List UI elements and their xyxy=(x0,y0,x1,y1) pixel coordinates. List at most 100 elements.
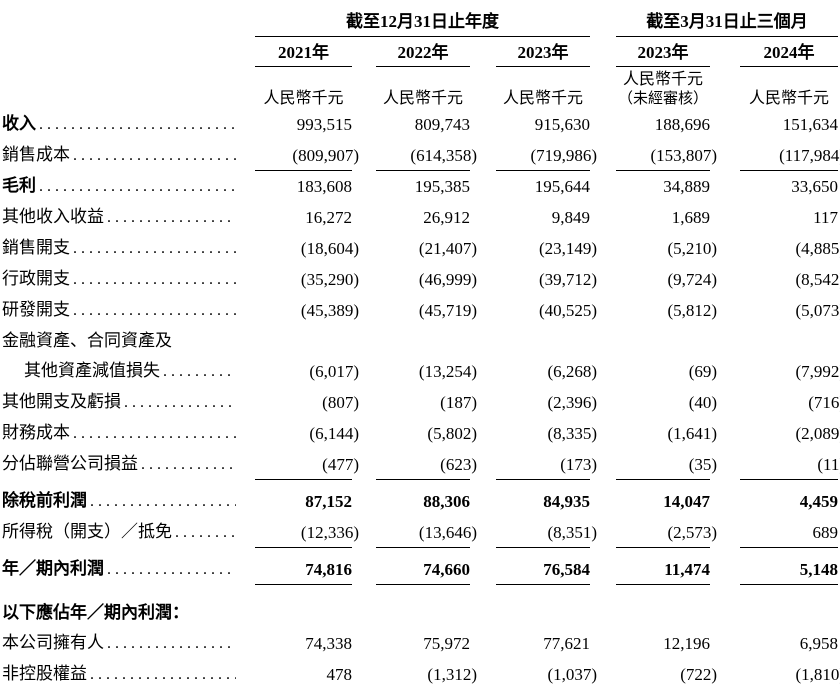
year-header: 2023年 xyxy=(616,37,711,67)
dot-leader xyxy=(73,300,236,321)
cell-value: (40,525) xyxy=(538,301,598,320)
cell-value: (23,149) xyxy=(538,239,598,258)
value-cell: 75,972 xyxy=(352,628,470,659)
cell-value: (40) xyxy=(688,393,718,412)
cell-value: (8,335) xyxy=(547,424,598,443)
currency-unit-label: 人民幣千元 xyxy=(503,90,584,107)
row-label-cell: 年／期內利潤 xyxy=(2,548,238,585)
table-row: 非控股權益 478 (1,312) (1,037) (722) (1,810) xyxy=(2,659,840,690)
value-cell: 84,935 xyxy=(470,480,590,517)
cell-value: (477) xyxy=(322,455,359,474)
row-label-cell: 財務成本 xyxy=(2,418,238,449)
row-label: 所得稅（開支）／抵免 xyxy=(2,522,172,541)
table-row: 所得稅（開支）／抵免 (12,336) (13,646) (8,351) (2,573)… xyxy=(2,517,839,548)
table-row: 年／期內利潤 74,816 74,660 76,584 11,474 5,148 xyxy=(2,548,839,585)
cell-value: 151,634 xyxy=(782,115,839,134)
row-label: 其他開支及虧損 xyxy=(2,392,121,411)
cell-value: (2,396) xyxy=(547,393,598,412)
year-header-cell: 2022年 xyxy=(352,37,470,67)
value-cell: 16,272 xyxy=(238,202,352,233)
table-row: 金融資產、合同資產及 xyxy=(2,326,838,356)
value-cell: 151,634 xyxy=(710,109,838,140)
cell-value: 34,889 xyxy=(663,177,711,196)
cell-value: (623) xyxy=(440,455,477,474)
cell-value: (4,885) xyxy=(795,239,840,258)
cell-value: (719,986) xyxy=(530,146,598,165)
value-cell: 12,196 xyxy=(590,628,710,659)
spacer-cell xyxy=(2,67,238,109)
dot-leader xyxy=(90,664,236,685)
cell-value: (2,089) xyxy=(795,424,840,443)
table-row: 其他開支及虧損 (807) (187) (2,396) (40) (716) xyxy=(2,387,840,418)
value-cell: (69) xyxy=(590,356,717,387)
cell-value: (809,907) xyxy=(292,146,359,165)
row-label-cell: 毛利 xyxy=(2,171,238,202)
dot-leader xyxy=(39,176,236,197)
cell-value: (1,641) xyxy=(667,424,718,443)
value-cell xyxy=(470,326,590,356)
value-cell: (2,396) xyxy=(470,387,597,418)
dot-leader xyxy=(107,207,236,228)
value-cell: (614,358) xyxy=(352,140,477,171)
currency-unit-label: 人民幣千元 xyxy=(623,71,704,88)
dot-leader xyxy=(39,114,236,135)
value-cell: (623) xyxy=(352,449,477,480)
cell-value: (117,984) xyxy=(779,146,840,165)
row-label-cell: 收入 xyxy=(2,109,238,140)
value-cell: (719,986) xyxy=(470,140,597,171)
dot-leader xyxy=(73,269,236,290)
table-header: 截至12月31日止年度 截至3月31日止三個月 2021年 2022年 2023年 202… xyxy=(2,5,839,109)
cell-value: 74,660 xyxy=(423,560,470,579)
value-cell: (13,646) xyxy=(352,517,477,548)
row-label: 以下應佔年／期內利潤： xyxy=(2,603,189,622)
row-label: 其他資產減值損失 xyxy=(24,361,160,380)
value-cell: (7,992) xyxy=(710,356,840,387)
cell-value: (69) xyxy=(688,362,718,381)
cell-value: 87,152 xyxy=(305,492,352,511)
value-cell: 188,696 xyxy=(590,109,710,140)
value-cell: (477) xyxy=(238,449,359,480)
value-cell: 34,889 xyxy=(590,171,710,202)
cell-value: 77,621 xyxy=(543,634,591,653)
cell-value: (153,807) xyxy=(650,146,718,165)
value-cell: 1,689 xyxy=(590,202,710,233)
table-row: 財務成本 (6,144) (5,802) (8,335) (1,641) (2,089) xyxy=(2,418,840,449)
value-cell: 117 xyxy=(710,202,838,233)
value-cell: 77,621 xyxy=(470,628,590,659)
cell-value: (45,719) xyxy=(418,301,477,320)
value-cell xyxy=(352,326,470,356)
cell-value: (13,254) xyxy=(418,362,477,381)
value-cell: (35,290) xyxy=(238,264,359,295)
period-group-row: 截至12月31日止年度 截至3月31日止三個月 xyxy=(2,5,839,37)
cell-value: (5,812) xyxy=(667,301,718,320)
table-row: 除稅前利潤 87,152 88,306 84,935 14,047 4,459 xyxy=(2,480,838,517)
dot-leader xyxy=(175,522,236,543)
value-cell: (2,089) xyxy=(710,418,840,449)
cell-value: (8,542) xyxy=(795,270,840,289)
cell-value: (1,312) xyxy=(427,665,477,684)
row-label-cell: 行政開支 xyxy=(2,264,238,295)
table-row: 分佔聯營公司損益 (477) (623) (173) (35) (11) xyxy=(2,449,840,480)
row-label-cell: 研發開支 xyxy=(2,295,238,326)
value-cell: (187) xyxy=(352,387,477,418)
cell-value: 195,644 xyxy=(534,177,591,196)
value-cell: 9,849 xyxy=(470,202,590,233)
currency-unit-label: 人民幣千元 xyxy=(382,90,463,107)
currency-unit-label: 人民幣千元 xyxy=(263,90,344,107)
value-cell: (46,999) xyxy=(352,264,477,295)
cell-value: (8,351) xyxy=(547,523,598,542)
value-cell: (722) xyxy=(590,659,717,690)
value-cell: 4,459 xyxy=(710,480,838,517)
value-cell: 195,644 xyxy=(470,171,590,202)
table-row: 研發開支 (45,389) (45,719) (40,525) (5,812) (5,07… xyxy=(2,295,840,326)
value-cell: 33,650 xyxy=(710,171,838,202)
income-statement-table: 截至12月31日止年度 截至3月31日止三個月 2021年 2022年 2023年 202… xyxy=(2,5,840,690)
value-cell: (1,641) xyxy=(590,418,717,449)
unaudited-note: （未經審核） xyxy=(618,91,709,107)
cell-value: 1,689 xyxy=(671,208,711,227)
period-group-title: 截至3月31日止三個月 xyxy=(616,5,839,37)
cell-value: (6,144) xyxy=(309,424,359,443)
table-row: 其他收入收益 16,272 26,912 9,849 1,689 117 xyxy=(2,202,838,233)
value-cell xyxy=(352,585,470,628)
value-cell: (5,073) xyxy=(710,295,840,326)
